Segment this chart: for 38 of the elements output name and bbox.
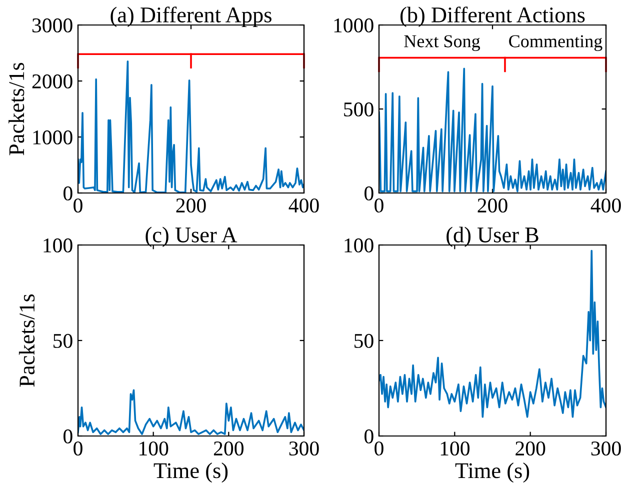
x-tick-label: 0: [74, 198, 82, 213]
y-tick-label: 0: [64, 429, 72, 444]
y-axis-title: Packets/1s: [8, 62, 24, 156]
line-series: [379, 250, 606, 418]
x-tick-label: 300: [591, 441, 621, 456]
y-tick-label: 2000: [32, 74, 72, 88]
x-tick-label: 0: [74, 441, 82, 456]
y-tick-label: 0: [364, 186, 374, 200]
x-tick-label: 100: [440, 441, 470, 456]
chart-title: (c) User A: [146, 226, 238, 247]
y-tick-label: 0: [364, 429, 374, 444]
chart-title: (d) User B: [446, 226, 538, 247]
y-tick-label: 50: [354, 334, 374, 348]
x-tick-label: 400: [590, 198, 621, 213]
x-tick-label: 200: [516, 441, 546, 456]
x-tick-label: 300: [289, 441, 319, 456]
y-tick-label: 1000: [334, 18, 374, 32]
y-tick-label: 500: [344, 102, 374, 116]
x-tick-label: 0: [374, 198, 384, 213]
chart-title: (b) Different Actions: [400, 6, 585, 27]
x-axis-title: Time (s): [455, 462, 530, 483]
annotation: Commenting: [509, 35, 602, 52]
x-tick-label: 200: [214, 441, 244, 456]
annotation: Next Song: [404, 35, 480, 52]
y-axis-title: Packets/1s: [18, 294, 35, 387]
x-tick-label: 400: [288, 198, 319, 213]
x-axis-title: Time (s): [154, 462, 228, 483]
y-tick-label: 3000: [32, 18, 72, 32]
y-tick-label: 1000: [33, 130, 72, 144]
y-tick-label: 100: [344, 238, 374, 252]
y-tick-label: 0: [64, 186, 72, 200]
chart-title: (a) Different Apps: [110, 6, 272, 27]
y-tick-label: 100: [44, 238, 72, 252]
y-tick-label: 50: [54, 334, 72, 348]
x-tick-label: 100: [140, 441, 168, 456]
x-tick-label: 0: [374, 441, 384, 456]
x-tick-label: 200: [176, 198, 206, 213]
x-tick-label: 200: [478, 198, 508, 213]
